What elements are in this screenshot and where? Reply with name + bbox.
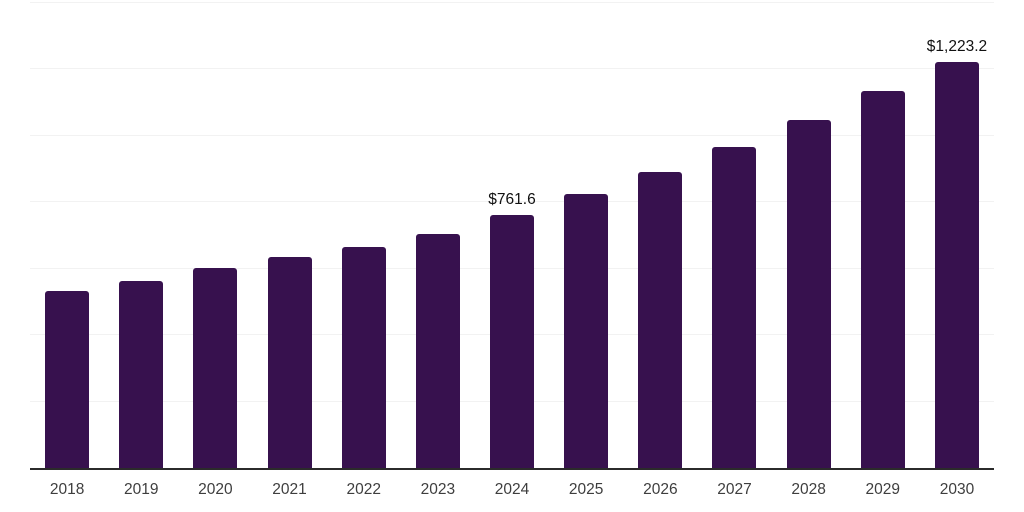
gridline-800 xyxy=(30,201,994,203)
x-tick-2024: 2024 xyxy=(494,481,530,498)
x-tick-2018: 2018 xyxy=(49,481,85,498)
gridline-1200 xyxy=(30,68,994,70)
bar-slot-2026 xyxy=(623,0,697,468)
bar-2030 xyxy=(934,62,979,468)
bar-slot-2021 xyxy=(252,0,326,468)
bar-2026 xyxy=(638,172,683,468)
bar-2019 xyxy=(119,281,164,468)
x-axis-labels: 2018 2019 2020 2021 2022 2023 2024 2025 2026 2027… xyxy=(30,479,994,501)
x-tick-2029: 2029 xyxy=(865,481,901,498)
bar-slot-2023 xyxy=(401,0,475,468)
bar-2023 xyxy=(415,234,460,468)
plot-area: $761.6 $1,223.2 xyxy=(30,0,994,470)
bar-slot-2020 xyxy=(178,0,252,468)
bar-slot-2024: $761.6 xyxy=(475,0,549,468)
bar-slot-2018 xyxy=(30,0,104,468)
gridline-1000 xyxy=(30,134,994,136)
bar-slot-2030: $1,223.2 xyxy=(920,0,994,468)
x-tick-2028: 2028 xyxy=(791,481,826,498)
data-label-2030: $1,223.2 xyxy=(926,37,988,55)
gridline-1400 xyxy=(30,2,994,3)
data-label-2024: $761.6 xyxy=(488,190,536,208)
bar-2025 xyxy=(564,194,609,468)
bar-2020 xyxy=(193,268,238,468)
bar-slot-2025 xyxy=(549,0,623,468)
x-tick-2026: 2026 xyxy=(643,481,678,498)
bar-slot-2029 xyxy=(846,0,920,468)
x-tick-2019: 2019 xyxy=(123,481,159,498)
bar-slot-2027 xyxy=(697,0,771,468)
bars-container: $761.6 $1,223.2 xyxy=(30,0,994,468)
bar-2024 xyxy=(490,215,535,468)
bar-2022 xyxy=(341,247,386,468)
x-tick-2027: 2027 xyxy=(717,481,752,498)
bar-2021 xyxy=(267,257,312,468)
bar-slot-2022 xyxy=(327,0,401,468)
x-tick-2030: 2030 xyxy=(939,481,975,498)
bar-slot-2019 xyxy=(104,0,178,468)
bar-2018 xyxy=(45,291,90,468)
x-tick-2023: 2023 xyxy=(420,481,456,498)
x-tick-2025: 2025 xyxy=(568,481,604,498)
x-tick-2022: 2022 xyxy=(346,481,381,498)
x-tick-2021: 2021 xyxy=(272,481,307,498)
x-tick-2020: 2020 xyxy=(198,481,233,498)
bar-2029 xyxy=(860,91,905,468)
bar-2028 xyxy=(786,120,831,468)
bar-2027 xyxy=(712,147,757,468)
bar-slot-2028 xyxy=(772,0,846,468)
